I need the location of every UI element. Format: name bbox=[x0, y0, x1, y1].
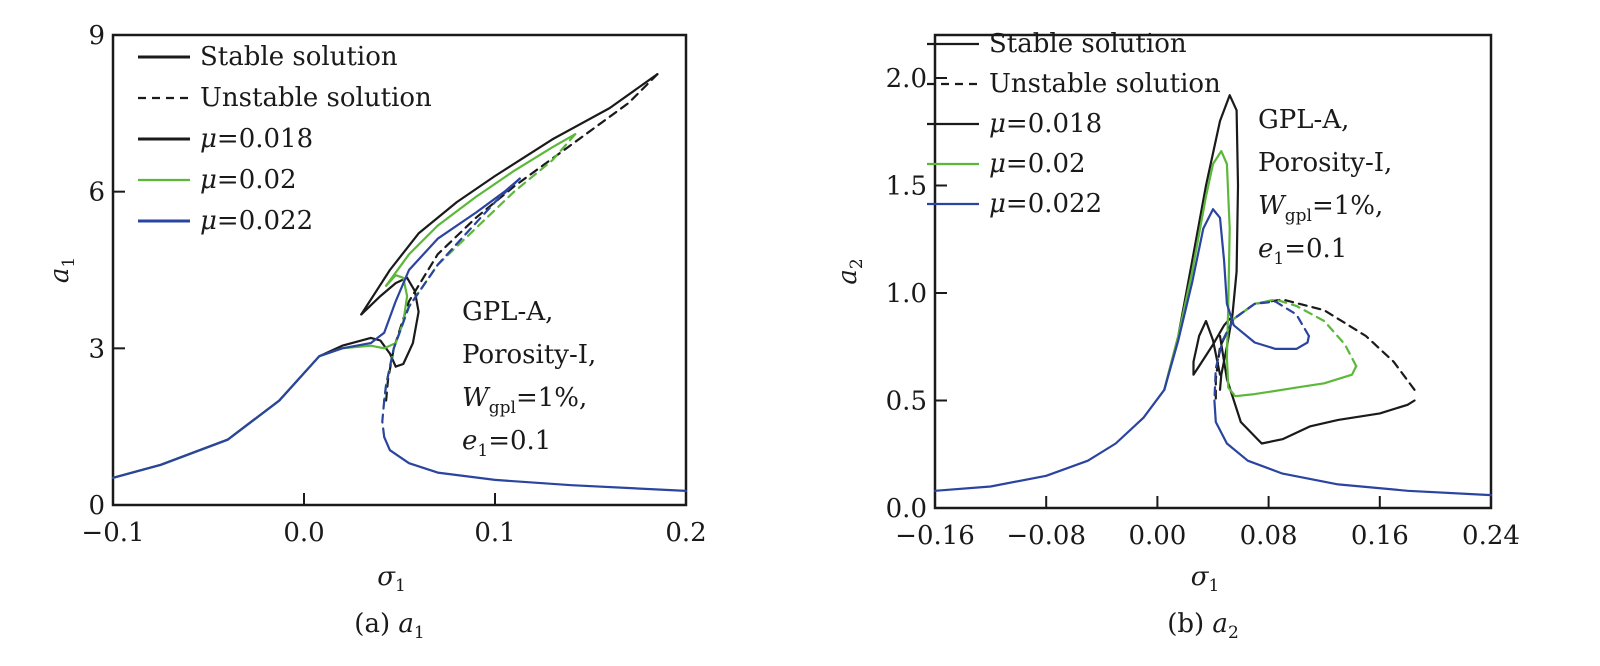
x-tick-label: −0.08 bbox=[1006, 521, 1086, 551]
series-line bbox=[1218, 334, 1416, 445]
legend-label: μ=0.022 bbox=[200, 206, 313, 236]
panel-a: −0.1 0.0 0.1 0.2 0 3 6 9 Stable solution Unstable… bbox=[45, 21, 707, 643]
series-line bbox=[111, 336, 397, 479]
y-tick-label: 3 bbox=[88, 334, 105, 364]
series-line bbox=[1213, 300, 1310, 402]
series-line bbox=[1163, 208, 1310, 391]
panel-caption: (b) a2 bbox=[1167, 609, 1239, 643]
legend-label: Unstable solution bbox=[200, 83, 432, 113]
x-axis-label: σ1 bbox=[377, 562, 406, 596]
legend-label: μ=0.02 bbox=[200, 165, 297, 195]
annotation: GPL-A, Porosity-I, Wgpl=1%, e1=0.1 bbox=[462, 297, 596, 461]
legend-label: Stable solution bbox=[200, 42, 398, 72]
series-line bbox=[1221, 298, 1358, 368]
legend-label: μ=0.022 bbox=[989, 189, 1102, 219]
y-tick-label: 1.0 bbox=[886, 279, 927, 309]
y-tick-label: 9 bbox=[88, 21, 105, 51]
series-line bbox=[383, 177, 521, 402]
legend: Stable solution Unstable solution μ=0.018 μ… bbox=[927, 29, 1221, 219]
annotation-line: e1=0.1 bbox=[462, 426, 551, 461]
y-axis-label-group: a1 bbox=[45, 257, 79, 283]
x-tick-label: 0.1 bbox=[474, 518, 515, 548]
legend-label: μ=0.018 bbox=[989, 109, 1102, 139]
x-tick-label: 0.16 bbox=[1351, 521, 1409, 551]
annotation-line: GPL-A, bbox=[462, 297, 553, 327]
annotation-line: e1=0.1 bbox=[1258, 234, 1347, 269]
series-line bbox=[1192, 317, 1231, 376]
annotation: GPL-A, Porosity-I, Wgpl=1%, e1=0.1 bbox=[1258, 105, 1392, 269]
y-tick-label: 0.0 bbox=[886, 494, 927, 524]
x-tick-label: 0.0 bbox=[283, 518, 324, 548]
series-line bbox=[381, 399, 386, 439]
y-axis-label: a2 bbox=[833, 258, 867, 284]
x-tick-label: −0.1 bbox=[81, 518, 144, 548]
annotation-line: Porosity-I, bbox=[1258, 148, 1392, 178]
x-tick-label: 0.24 bbox=[1462, 521, 1520, 551]
x-tick-label: 0.2 bbox=[665, 518, 706, 548]
series-line bbox=[385, 133, 577, 287]
y-tick-label: 2.0 bbox=[886, 64, 927, 94]
x-tick-label: −0.16 bbox=[895, 521, 975, 551]
x-tick-label: 0.08 bbox=[1240, 521, 1298, 551]
panel-caption: (a) a1 bbox=[354, 609, 424, 643]
series-line bbox=[1163, 150, 1358, 398]
series-line bbox=[111, 274, 409, 479]
y-tick-label: 1.5 bbox=[886, 172, 927, 202]
y-tick-label: 6 bbox=[88, 178, 105, 208]
series-line bbox=[360, 73, 659, 316]
series-line bbox=[933, 388, 1166, 492]
y-axis-label: a1 bbox=[45, 257, 79, 283]
x-axis-label: σ1 bbox=[1191, 562, 1220, 596]
legend-label: Stable solution bbox=[989, 29, 1187, 59]
series-line bbox=[383, 436, 688, 492]
annotation-line: Porosity-I, bbox=[462, 340, 596, 370]
panel-b: −0.16 −0.08 0.00 0.08 0.16 0.24 0.0 0.5 1.0 1.5 2.… bbox=[833, 29, 1520, 643]
annotation-line: Wgpl=1%, bbox=[1258, 191, 1383, 226]
y-tick-label: 0 bbox=[88, 491, 105, 521]
series-line bbox=[111, 177, 521, 479]
plot-frame bbox=[933, 33, 1493, 510]
annotation-line: GPL-A, bbox=[1258, 105, 1349, 135]
series-line bbox=[1213, 399, 1493, 497]
x-tick-label: 0.00 bbox=[1128, 521, 1186, 551]
y-axis-label-group: a2 bbox=[833, 258, 867, 284]
annotation-line: Wgpl=1%, bbox=[462, 383, 587, 418]
legend-label: μ=0.02 bbox=[989, 149, 1086, 179]
plot-frame bbox=[111, 33, 688, 507]
legend-label: μ=0.018 bbox=[200, 124, 313, 154]
legend-label: Unstable solution bbox=[989, 69, 1221, 99]
y-tick-label: 0.5 bbox=[886, 387, 927, 417]
legend: Stable solution Unstable solution μ=0.018 μ… bbox=[138, 42, 432, 236]
